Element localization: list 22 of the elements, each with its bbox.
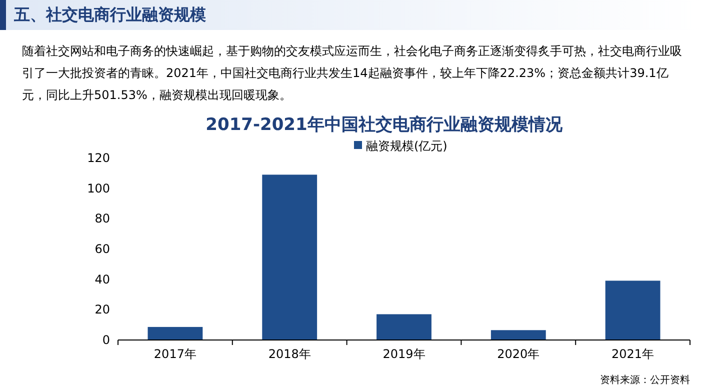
bar xyxy=(148,326,203,340)
text: 资料来源：公开资料 xyxy=(600,374,690,387)
bar xyxy=(376,314,432,340)
bar xyxy=(490,330,546,340)
x-tick-label: 2017年 xyxy=(154,347,196,361)
y-tick-label: 100 xyxy=(87,181,110,196)
bar xyxy=(605,280,660,340)
y-tick-label: 20 xyxy=(94,302,110,317)
text: 五、社交电商行业融资规模 xyxy=(14,5,206,26)
x-tick-label: 2019年 xyxy=(382,347,426,361)
text: 随着社交网站和电子商务的快速崛起，基于购物的交友模式应运而生，社会化电子商务正逐渐变得炙手可热，社交电商行业吸引了一大批投资者的青睐。2021年，中国社交电商行业共发生14起融资事件，较上年下降22.23%；资总金额共计39.1亿元，同比上升501.53%，融资规模出现回暖现象。 xyxy=(22,43,683,104)
legend-label: 融资规模(亿元) xyxy=(366,139,448,153)
y-tick-label: 40 xyxy=(94,272,110,286)
x-tick-label: 2020年 xyxy=(497,347,540,361)
chart-title: 2017-2021年中国社交电商行业融资规模情况 xyxy=(206,115,564,135)
y-tick-label: 120 xyxy=(87,151,110,165)
x-tick-label: 2021年 xyxy=(612,347,654,361)
x-tick-label: 2018年 xyxy=(268,347,311,361)
bar xyxy=(262,174,318,340)
y-tick-label: 60 xyxy=(94,242,110,256)
y-tick-label: 80 xyxy=(94,212,110,226)
y-tick-label: 0 xyxy=(102,333,110,347)
